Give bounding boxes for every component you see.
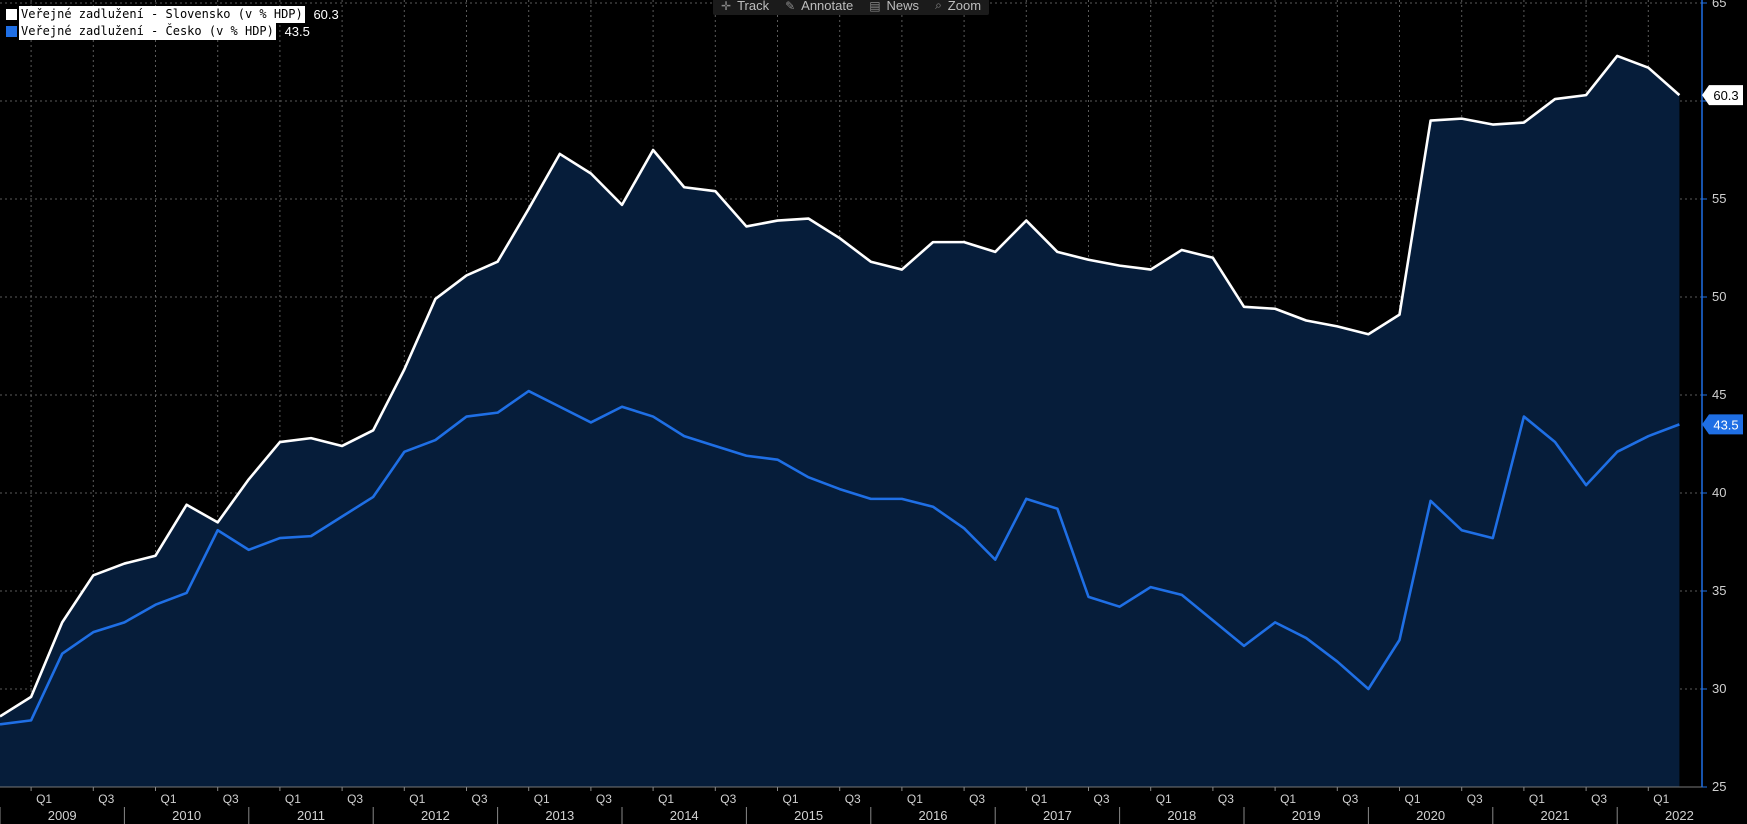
last-value-tags: 60.3 43.5 [1702,85,1743,435]
chart-toolbar: ✛ Track ✎ Annotate ▤ News ⌕ Zoom [713,0,990,15]
annotate-label: Annotate [801,0,854,13]
legend-item-cesko[interactable]: Veřejné zadlužení - Česko (v % HDP) 43.5 [6,23,339,40]
area-fill [0,55,1680,788]
y-tick-label: 65 [1712,0,1726,10]
x-tick-label: Q1 [783,792,799,806]
x-year-label: 2009 [48,808,77,823]
crosshair-icon: ✛ [721,0,732,13]
x-tick-label: Q3 [596,792,612,806]
legend-value-cesko: 43.5 [284,24,310,39]
y-tick-label: 25 [1712,779,1726,794]
x-year-label: 2016 [919,808,948,823]
series-line-slovensko [0,54,1681,718]
last-value-tag-cesko-bg [1702,414,1743,435]
x-tick-label: Q3 [1094,792,1110,806]
x-tick-label: Q1 [658,792,674,806]
x-year-label: 2021 [1541,808,1570,823]
legend-swatch-cesko [6,26,17,37]
x-tick-label: Q1 [1031,792,1047,806]
zoom-label: Zoom [947,0,982,13]
last-value-tag-slovensko-text: 60.3 [1713,88,1738,103]
x-tick-label: Q1 [285,792,301,806]
y-tick-label: 45 [1712,387,1726,402]
x-tick-label: Q1 [907,792,923,806]
x-tick-label: Q3 [1467,792,1483,806]
x-tick-label: Q3 [1342,792,1358,806]
x-tick-label: Q1 [534,792,550,806]
x-tick-label: Q3 [845,792,861,806]
legend-swatch-slovensko [6,9,17,20]
pencil-icon: ✎ [785,0,796,13]
track-button[interactable]: ✛ Track [713,0,777,13]
news-label: News [886,0,920,13]
magnifier-icon: ⌕ [935,0,942,12]
legend-name-cesko: Veřejné zadlužení - Česko (v % HDP) [19,23,276,40]
zoom-button[interactable]: ⌕ Zoom [927,0,989,13]
y-tick-label: 30 [1712,681,1726,696]
x-tick-label: Q1 [1405,792,1421,806]
x-tick-label: Q3 [98,792,114,806]
x-tick-label: Q1 [1280,792,1296,806]
series-lines [0,54,1681,726]
news-icon: ▤ [869,0,881,13]
y-tick-label: 50 [1712,289,1726,304]
news-button[interactable]: ▤ News [861,0,927,13]
legend-name-slovensko: Veřejné zadlužení - Slovensko (v % HDP) [19,6,305,23]
y-tick-label: 35 [1712,583,1726,598]
x-year-label: 2020 [1416,808,1445,823]
y-tick-label: 40 [1712,485,1726,500]
track-label: Track [737,0,770,13]
x-tick-label: Q3 [1218,792,1234,806]
x-tick-label: Q3 [472,792,488,806]
x-tick-label: Q1 [1156,792,1172,806]
x-year-label: 2011 [297,808,325,823]
area-fill-slovensko [0,55,1680,788]
x-year-label: 2014 [670,808,699,823]
x-year-label: 2018 [1167,808,1196,823]
x-axis: Q1 Q3 Q1 Q3 Q1 Q3 Q1 Q3 Q1 Q3 Q1 Q3 Q1 Q3 Q1 Q3 Q1 Q3 Q1 Q3… [0,786,1702,824]
x-tick-label: Q1 [161,792,177,806]
legend-item-slovensko[interactable]: Veřejné zadlužení - Slovensko (v % HDP) … [6,6,339,23]
annotate-button[interactable]: ✎ Annotate [777,0,861,13]
x-year-label: 2015 [794,808,823,823]
series-line-cesko [0,389,1680,726]
x-year-label: 2017 [1043,808,1072,823]
x-year-label: 2019 [1292,808,1321,823]
x-year-label: 2022 [1665,808,1694,823]
x-tick-label: Q3 [347,792,363,806]
x-tick-label: Q3 [1591,792,1607,806]
chart-legend: Veřejné zadlužení - Slovensko (v % HDP) … [6,6,339,40]
x-tick-label: Q3 [969,792,985,806]
last-value-tag-slovensko-bg [1702,85,1743,106]
last-value-tag-cesko-text: 43.5 [1713,417,1738,432]
legend-value-slovensko: 60.3 [313,7,339,22]
x-year-label: 2010 [172,808,201,823]
x-tick-label: Q3 [223,792,239,806]
x-tick-label: Q1 [36,792,52,806]
x-year-label: 2013 [545,808,574,823]
x-tick-label: Q3 [720,792,736,806]
x-tick-label: Q1 [1653,792,1669,806]
x-tick-label: Q1 [409,792,425,806]
y-axis: 253035404550556065 [1701,0,1726,794]
y-tick-label: 55 [1712,191,1726,206]
x-year-label: 2012 [421,808,450,823]
x-tick-label: Q1 [1529,792,1545,806]
